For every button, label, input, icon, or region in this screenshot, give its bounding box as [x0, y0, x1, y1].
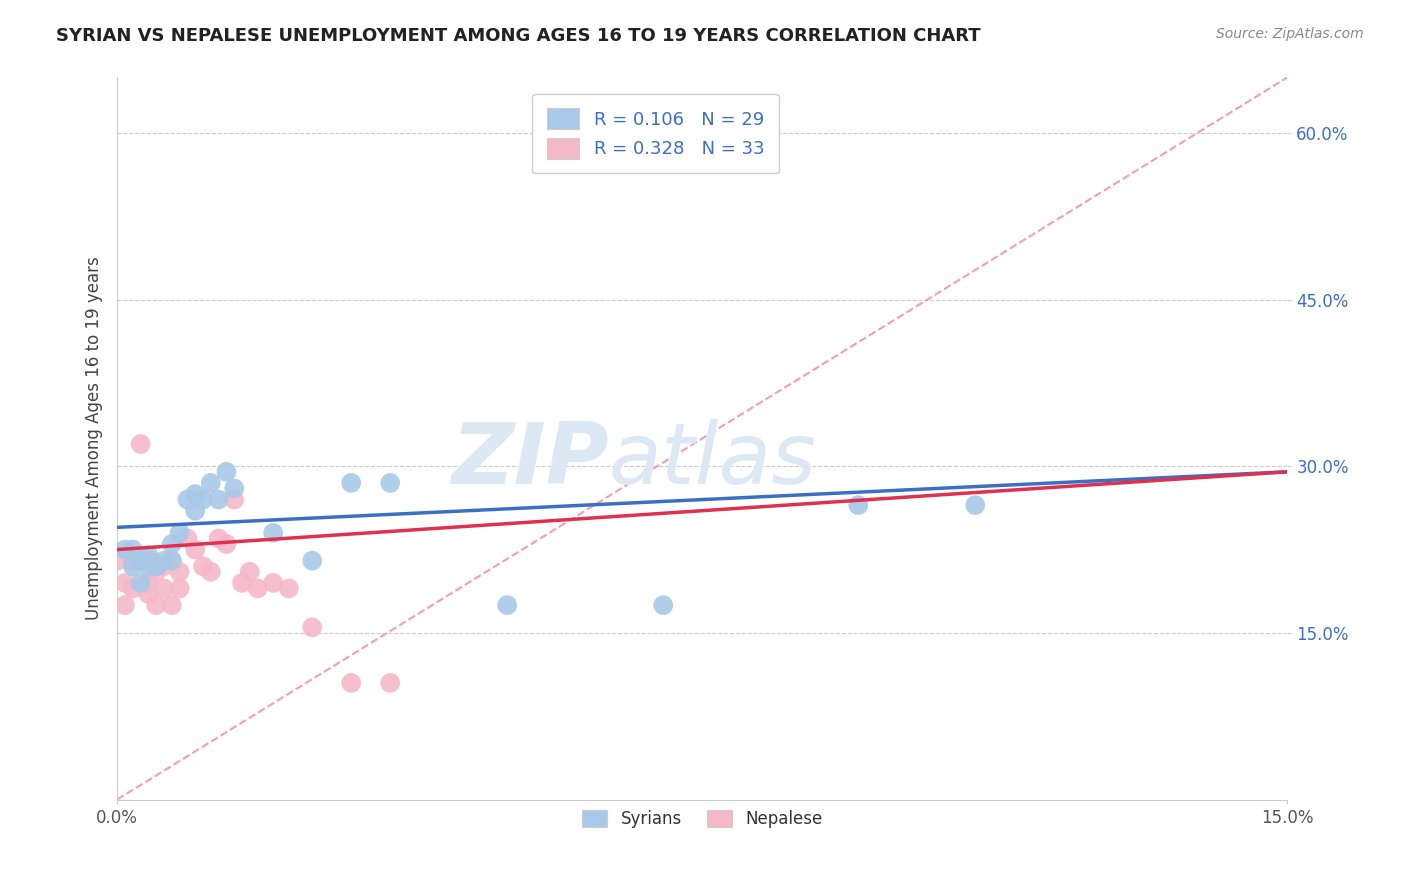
Point — [129, 437, 152, 451]
Point — [145, 559, 167, 574]
Point — [138, 548, 160, 562]
Point — [160, 537, 183, 551]
Point — [169, 525, 191, 540]
Point — [145, 598, 167, 612]
Point — [262, 525, 284, 540]
Point — [340, 475, 363, 490]
Point — [207, 532, 229, 546]
Point — [231, 575, 253, 590]
Point — [215, 465, 238, 479]
Point — [380, 676, 402, 690]
Point — [184, 542, 207, 557]
Point — [153, 582, 176, 596]
Point — [114, 598, 136, 612]
Point — [652, 598, 675, 612]
Point — [239, 565, 262, 579]
Point — [184, 504, 207, 518]
Point — [129, 554, 152, 568]
Point — [224, 492, 246, 507]
Point — [191, 559, 214, 574]
Point — [207, 492, 229, 507]
Point — [262, 575, 284, 590]
Point — [138, 587, 160, 601]
Point — [160, 554, 183, 568]
Point — [200, 475, 222, 490]
Point — [153, 554, 176, 568]
Point — [138, 559, 160, 574]
Point — [138, 554, 160, 568]
Point — [105, 554, 128, 568]
Point — [121, 582, 143, 596]
Text: ZIP: ZIP — [451, 418, 609, 501]
Point — [176, 492, 198, 507]
Point — [129, 554, 152, 568]
Point — [301, 620, 323, 634]
Point — [496, 598, 519, 612]
Point — [169, 582, 191, 596]
Point — [215, 537, 238, 551]
Text: SYRIAN VS NEPALESE UNEMPLOYMENT AMONG AGES 16 TO 19 YEARS CORRELATION CHART: SYRIAN VS NEPALESE UNEMPLOYMENT AMONG AG… — [56, 27, 981, 45]
Point — [224, 482, 246, 496]
Text: atlas: atlas — [609, 418, 817, 501]
Point — [153, 559, 176, 574]
Point — [380, 475, 402, 490]
Point — [114, 575, 136, 590]
Point — [191, 492, 214, 507]
Point — [160, 554, 183, 568]
Legend: Syrians, Nepalese: Syrians, Nepalese — [575, 803, 830, 835]
Point — [301, 554, 323, 568]
Point — [121, 542, 143, 557]
Point — [965, 498, 987, 512]
Point — [176, 532, 198, 546]
Point — [846, 498, 869, 512]
Point — [114, 542, 136, 557]
Point — [145, 565, 167, 579]
Y-axis label: Unemployment Among Ages 16 to 19 years: Unemployment Among Ages 16 to 19 years — [86, 257, 103, 620]
Text: Source: ZipAtlas.com: Source: ZipAtlas.com — [1216, 27, 1364, 41]
Point — [129, 575, 152, 590]
Point — [340, 676, 363, 690]
Point — [200, 565, 222, 579]
Point — [121, 554, 143, 568]
Point — [169, 565, 191, 579]
Point — [246, 582, 269, 596]
Point — [121, 559, 143, 574]
Point — [160, 598, 183, 612]
Point — [277, 582, 299, 596]
Point — [184, 487, 207, 501]
Point — [138, 575, 160, 590]
Point — [145, 559, 167, 574]
